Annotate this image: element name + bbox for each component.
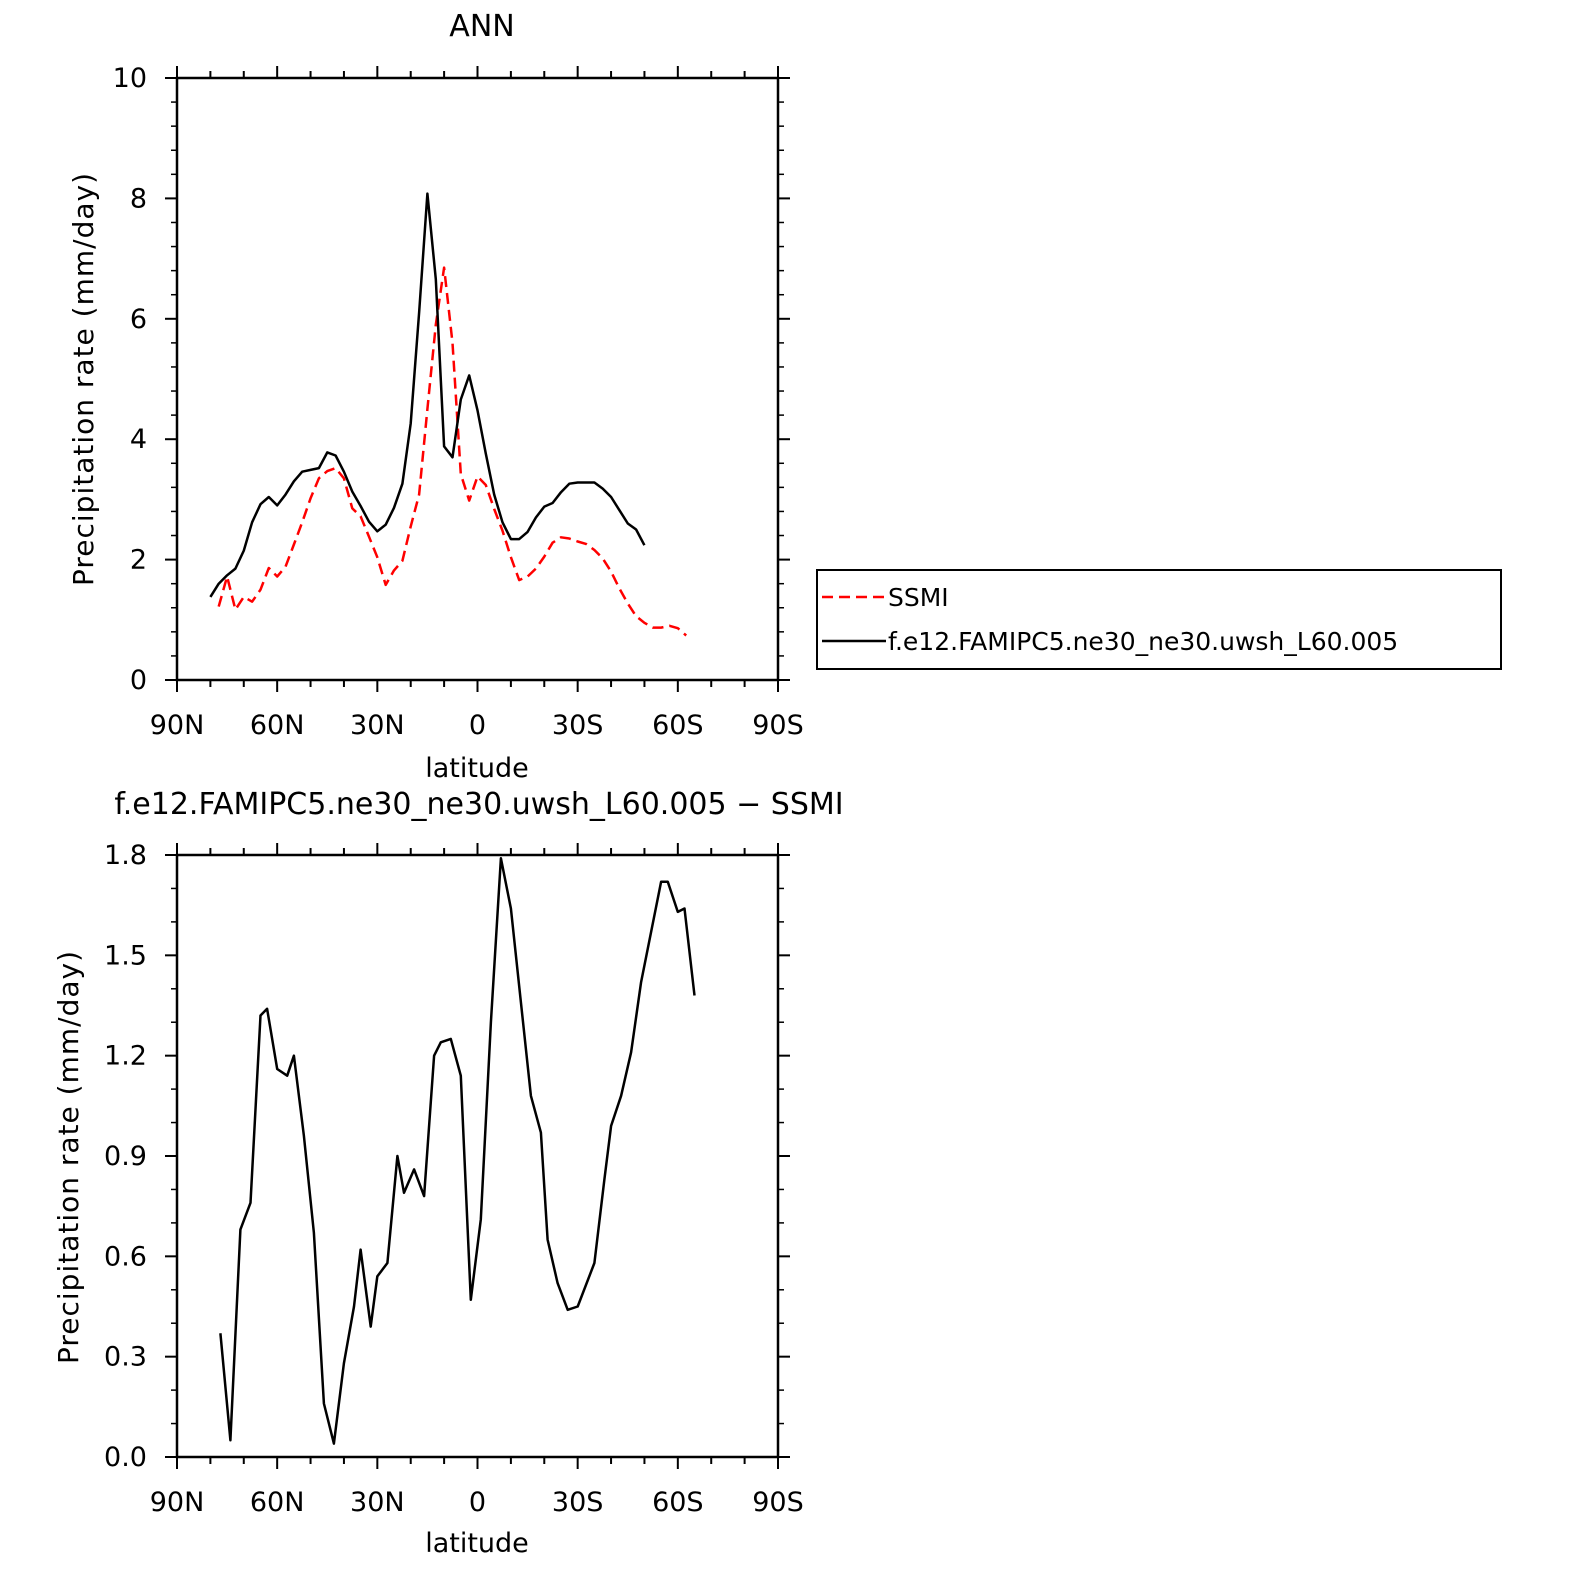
y-tick-label: 0.0 <box>104 1442 147 1473</box>
y-tick-label: 0.3 <box>104 1342 147 1373</box>
x-tick-label: 90S <box>752 710 804 741</box>
panel-difference: f.e12.FAMIPC5.ne30_ne30.uwsh_L60.005 − S… <box>52 787 844 1559</box>
chart-title: f.e12.FAMIPC5.ne30_ne30.uwsh_L60.005 − S… <box>114 787 843 822</box>
series-line-difference <box>219 857 696 1445</box>
series-lines <box>209 192 688 637</box>
legend-label-model: f.e12.FAMIPC5.ne30_ne30.uwsh_L60.005 <box>888 627 1398 656</box>
y-axis-label: Precipitation rate (mm/day) <box>67 172 100 586</box>
x-tick-label: 30N <box>350 710 405 741</box>
panel-annual-mean: ANN Precipitation rate (mm/day) latitude… <box>67 9 1502 784</box>
y-axis-label: Precipitation rate (mm/day) <box>52 950 85 1364</box>
y-tick-label: 0.6 <box>104 1241 147 1272</box>
series-line-model <box>209 192 646 598</box>
x-axis-label: latitude <box>425 753 529 784</box>
plot-frame <box>175 853 780 1459</box>
legend-box <box>816 569 1502 670</box>
x-tick-label: 90N <box>150 1487 205 1518</box>
y-tick-label: 1.2 <box>104 1041 147 1072</box>
plot-frame <box>175 76 780 682</box>
axis-ticks <box>165 66 790 692</box>
x-tick-label: 60S <box>652 1487 704 1518</box>
x-tick-label: 0 <box>469 710 486 741</box>
x-tick-label: 30N <box>350 1487 405 1518</box>
axis-ticks <box>165 843 790 1469</box>
x-tick-label: 30S <box>552 1487 604 1518</box>
y-tick-label: 6 <box>130 304 147 335</box>
x-tick-label: 90N <box>150 710 205 741</box>
tick-labels: 90N 60N 30N 0 30S 60S 90S 0 2 4 6 8 10 <box>113 63 804 741</box>
x-tick-label: 30S <box>552 710 604 741</box>
y-tick-label: 8 <box>130 183 147 214</box>
tick-labels: 90N 60N 30N 0 30S 60S 90S 0.0 0.3 0.6 0.9 1.2 1.5 1.8 <box>104 840 804 1518</box>
x-tick-label: 90S <box>752 1487 804 1518</box>
y-tick-label: 0 <box>130 665 147 696</box>
x-tick-label: 60N <box>250 1487 305 1518</box>
y-tick-label: 1.5 <box>104 940 147 971</box>
x-axis-label: latitude <box>425 1528 529 1559</box>
series-lines <box>219 857 696 1445</box>
x-tick-label: 60N <box>250 710 305 741</box>
series-line-ssmi <box>217 266 688 637</box>
legend: SSMI f.e12.FAMIPC5.ne30_ne30.uwsh_L60.00… <box>816 569 1502 670</box>
x-tick-label: 0 <box>469 1487 486 1518</box>
legend-label-ssmi: SSMI <box>888 583 949 612</box>
y-tick-label: 4 <box>130 424 147 455</box>
y-tick-label: 1.8 <box>104 840 147 871</box>
y-tick-label: 0.9 <box>104 1141 147 1172</box>
y-tick-label: 2 <box>130 545 147 576</box>
x-tick-label: 60S <box>652 710 704 741</box>
y-tick-label: 10 <box>113 63 147 94</box>
chart-title: ANN <box>449 9 514 44</box>
